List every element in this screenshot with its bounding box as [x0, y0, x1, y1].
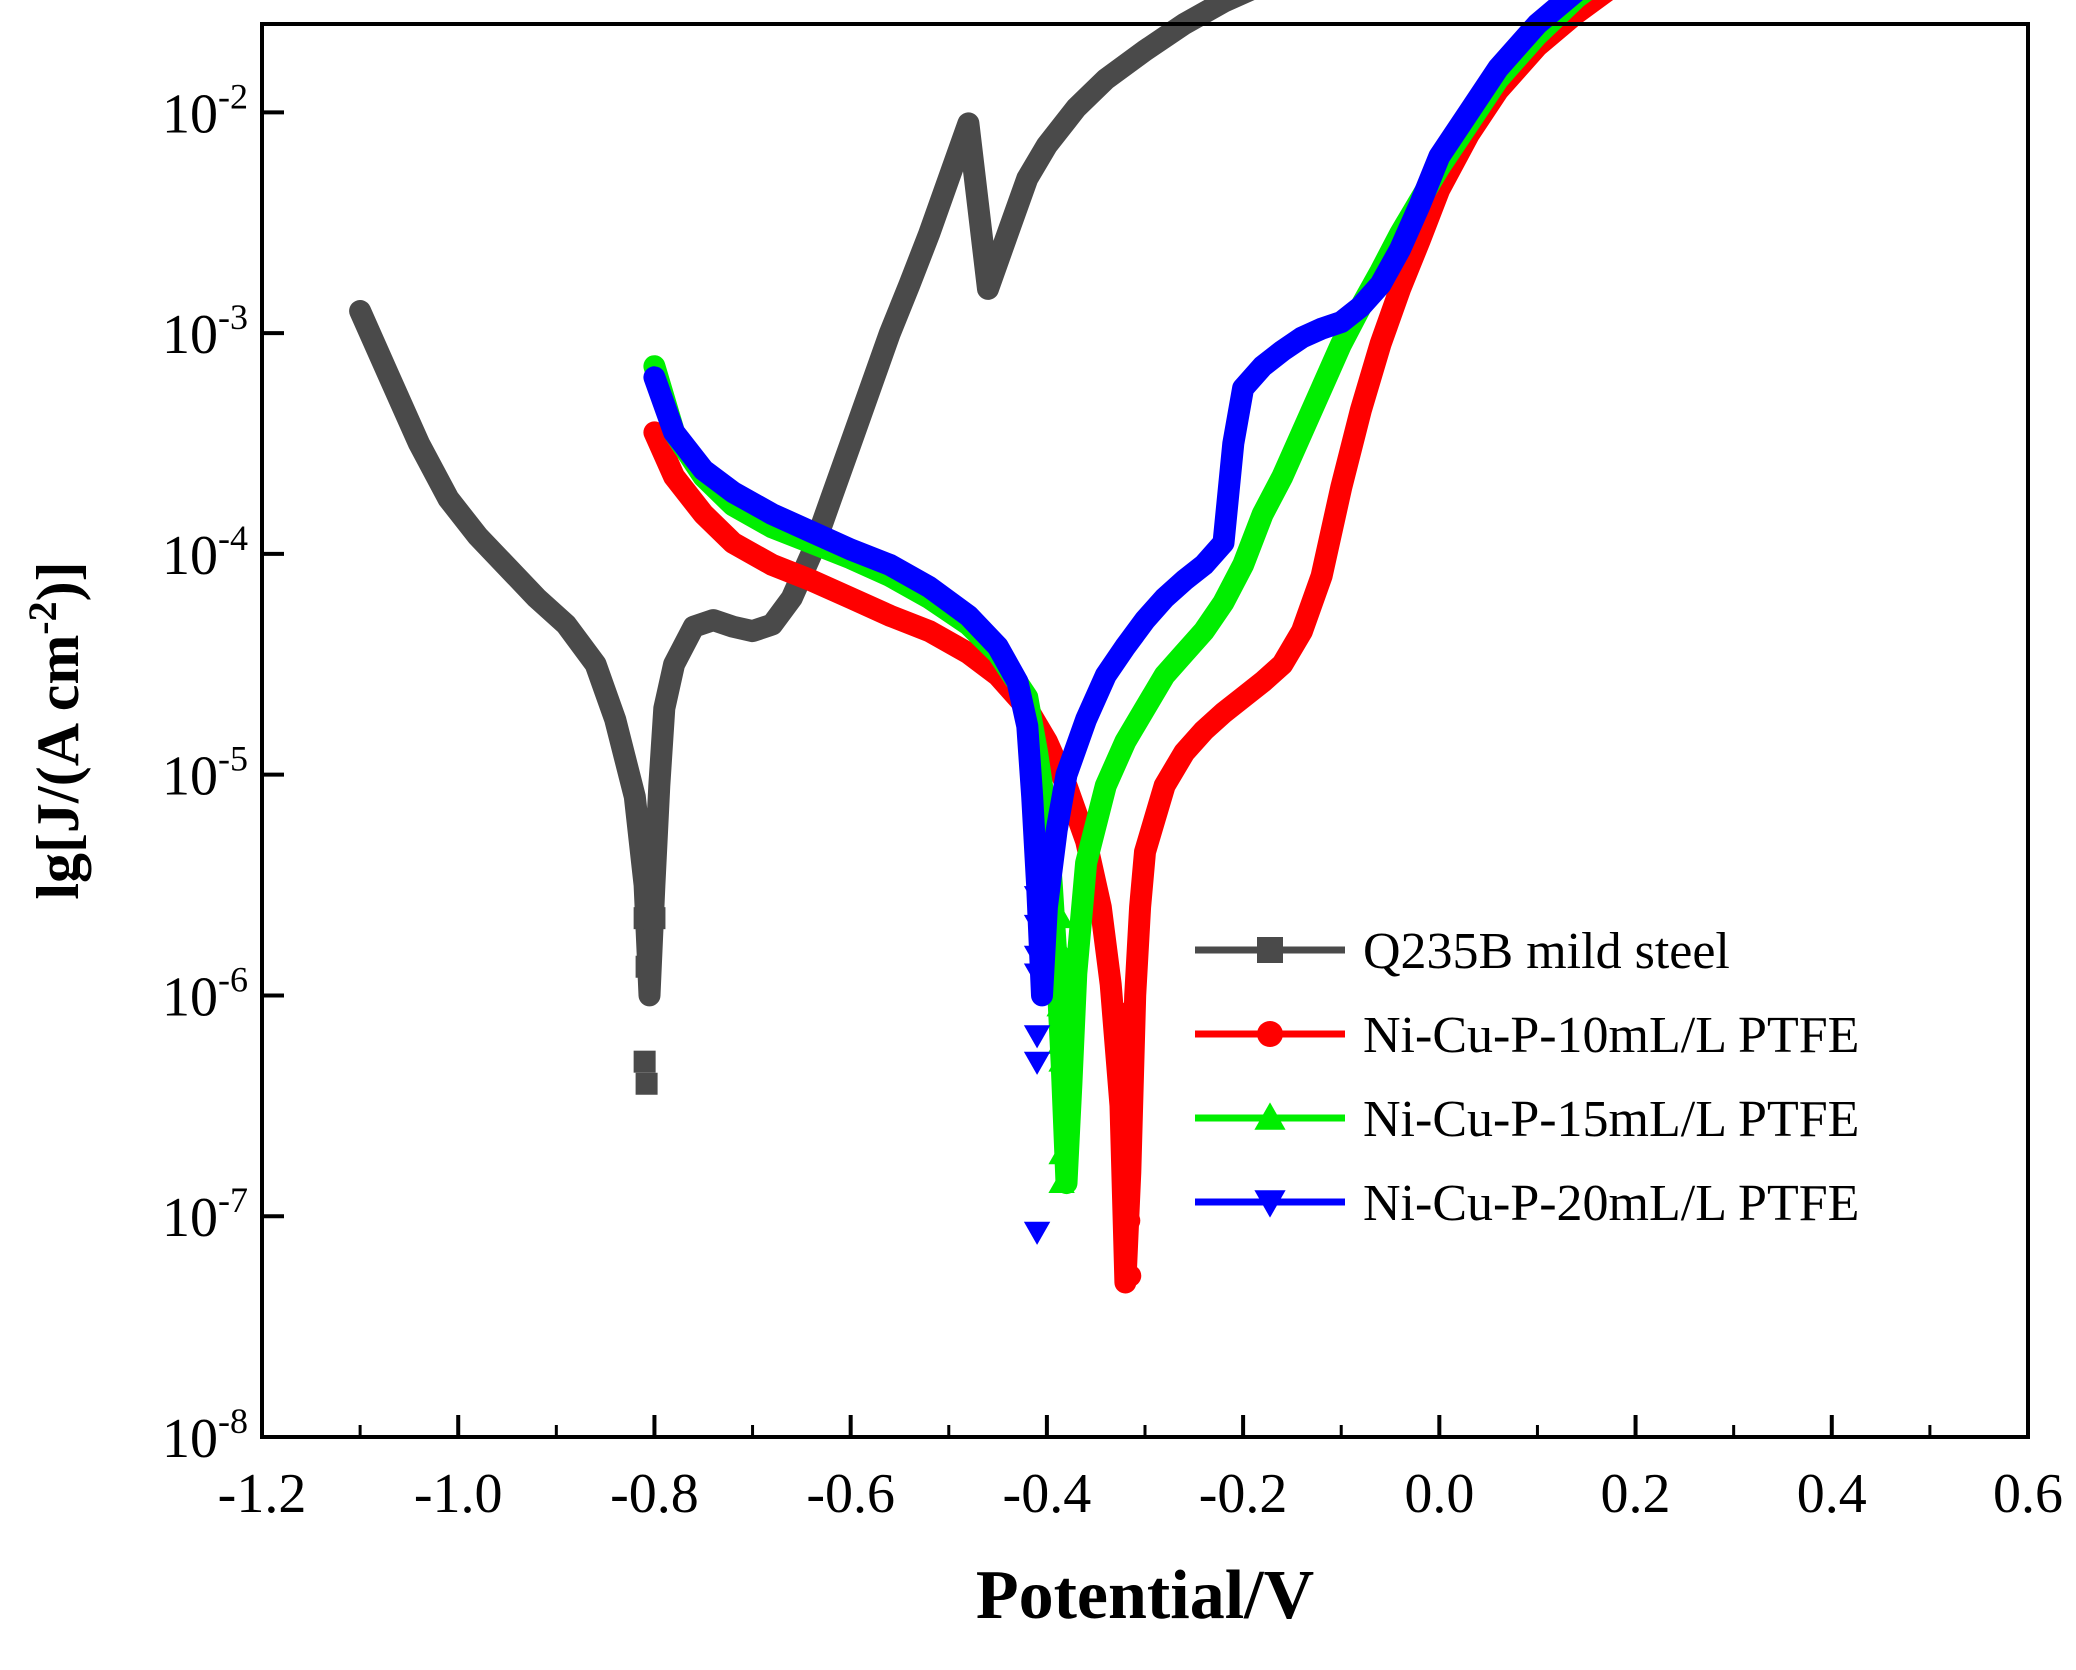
series-3-marker	[1048, 1141, 1075, 1165]
series-4-marker	[1023, 842, 1051, 866]
y-tick-label: 10-3	[162, 297, 248, 366]
x-tick-label: -0.4	[1003, 1463, 1092, 1525]
y-tick-label: 10-7	[162, 1180, 248, 1249]
legend-item-4: Ni-Cu-P-20mL/L PTFE	[1195, 1175, 1859, 1232]
series-2-marker	[1119, 1116, 1142, 1139]
series-3-marker	[1047, 1030, 1074, 1054]
y-axis-title: lg[J/(A cm-2)]	[20, 561, 92, 899]
legend-marker	[1257, 937, 1283, 963]
y-tick-base: 10	[162, 966, 218, 1028]
series-3-marker	[1046, 993, 1073, 1017]
series-line-2	[643, 0, 1614, 1294]
series-1-marker	[635, 955, 658, 978]
legend-marker	[1254, 1102, 1286, 1130]
series-2-marker	[1119, 1068, 1142, 1091]
y-tick-label: 10-5	[162, 739, 248, 808]
y-tick-exponent: -8	[218, 1401, 248, 1441]
x-tick-label: 0.4	[1797, 1463, 1867, 1525]
series-4-marker	[1023, 1221, 1051, 1245]
series-2-marker	[1119, 1264, 1142, 1287]
x-tick-label: -0.2	[1199, 1463, 1288, 1525]
y-tick-base: 10	[162, 304, 218, 366]
x-tick-label: -0.8	[610, 1463, 699, 1525]
legend-item-3: Ni-Cu-P-15mL/L PTFE	[1195, 1091, 1859, 1148]
y-tick-exponent: -2	[218, 76, 248, 116]
legend-label: Ni-Cu-P-10mL/L PTFE	[1363, 1007, 1859, 1064]
series-line-4	[643, 0, 1583, 1007]
legend-item-2: Ni-Cu-P-10mL/L PTFE	[1195, 1007, 1859, 1064]
y-tick-exponent: -3	[218, 297, 248, 337]
series-3-marker	[1048, 1048, 1075, 1072]
y-tick-base: 10	[162, 525, 218, 587]
series-2-marker	[1118, 1028, 1141, 1051]
series-4-marker	[1023, 963, 1051, 987]
series-4	[643, 0, 1583, 1245]
series-1-marker	[633, 1050, 656, 1073]
series-4-marker	[1023, 914, 1051, 938]
series-4-marker	[1023, 1051, 1051, 1075]
series-4-marker	[1023, 1025, 1051, 1049]
x-tick-label: 0.6	[1993, 1463, 2063, 1525]
legend-item-1: Q235B mild steel	[1195, 923, 1730, 980]
legend-marker	[1257, 1021, 1283, 1047]
y-tick-exponent: -5	[218, 739, 248, 779]
x-tick-label: -1.0	[414, 1463, 503, 1525]
series-4-marker	[1023, 945, 1051, 969]
legend-label: Q235B mild steel	[1363, 923, 1730, 980]
y-tick-base: 10	[162, 1187, 218, 1249]
x-tick-label: -0.6	[806, 1463, 895, 1525]
y-tick-label: 10-6	[162, 959, 248, 1028]
legend: Q235B mild steel Ni-Cu-P-10mL/L PTFE Ni-Cu…	[1195, 923, 1859, 1232]
series-1-marker	[635, 1072, 658, 1095]
series-1	[349, 0, 1255, 1095]
series-1-marker	[638, 874, 661, 897]
y-tick-base: 10	[162, 746, 218, 808]
y-tick-exponent: -7	[218, 1180, 248, 1220]
y-tick-exponent: -6	[218, 959, 248, 999]
series-2-marker	[1116, 1002, 1139, 1025]
y-axis-title-exponent: -2	[20, 601, 65, 634]
y-axis-title-suffix: )]	[25, 561, 91, 601]
y-axis-title-prefix: lg[J/(A cm	[25, 635, 91, 900]
legend-label: Ni-Cu-P-20mL/L PTFE	[1363, 1175, 1859, 1232]
y-tick-label: 10-2	[162, 76, 248, 145]
x-axis-ticks: -1.2 -1.0 -0.8 -0.6 -0.4 -0.2 0.0 0.2 0.4 0.6	[218, 1415, 2063, 1525]
y-tick-base: 10	[162, 1408, 218, 1470]
series-4-marker	[1023, 886, 1051, 910]
x-tick-label: 0.0	[1404, 1463, 1474, 1525]
series-2-marker	[1118, 1209, 1141, 1232]
x-axis-title: Potential/V	[976, 1557, 1314, 1634]
x-tick-label: 0.2	[1601, 1463, 1671, 1525]
series-1-marker	[643, 907, 666, 930]
y-tick-label: 10-4	[162, 518, 248, 587]
y-axis-ticks: 10-810-710-610-510-410-310-2	[162, 76, 284, 1470]
series-line-1	[349, 0, 1255, 1007]
y-tick-base: 10	[162, 83, 218, 145]
x-tick-label: -1.2	[218, 1463, 307, 1525]
y-tick-exponent: -4	[218, 518, 248, 558]
legend-marker	[1254, 1190, 1286, 1218]
series-2	[643, 0, 1614, 1294]
series-layer	[349, 0, 1614, 1294]
legend-label: Ni-Cu-P-15mL/L PTFE	[1363, 1091, 1859, 1148]
series-3-marker	[1048, 1169, 1075, 1194]
y-tick-label: 10-8	[162, 1401, 248, 1470]
